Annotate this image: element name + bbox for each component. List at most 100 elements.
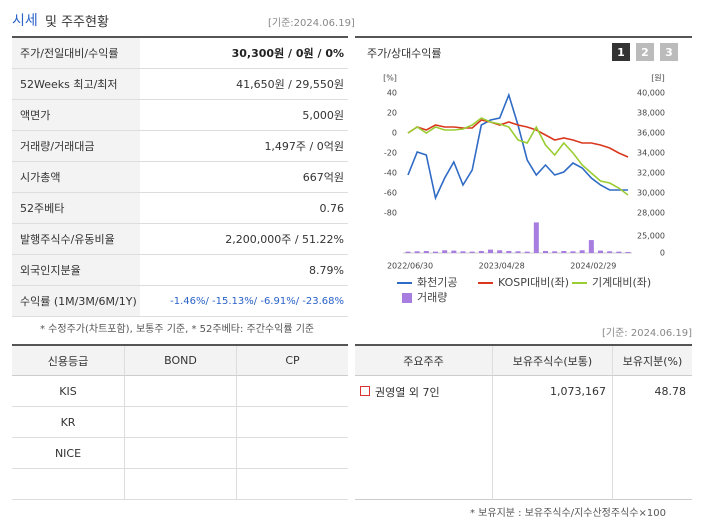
- volume-bar: [598, 250, 603, 253]
- x-tick-label: 2022/06/30: [387, 262, 433, 271]
- row-label: 발행주식수/유동비율: [12, 224, 140, 255]
- y-tick-label: -60: [384, 189, 397, 198]
- holder-cell: 1,073,167: [492, 376, 612, 407]
- y2-tick-label: 28,000: [637, 209, 665, 218]
- volume-bar: [497, 250, 503, 253]
- holder-cell: 권영열 외 7인: [375, 385, 440, 399]
- empty-cell: [124, 438, 236, 469]
- volume-bar: [552, 251, 558, 253]
- y-tick-label: 0: [392, 129, 397, 138]
- volume-bar: [607, 251, 613, 253]
- header-cell: 보유지분(%): [612, 346, 692, 376]
- legend-label: 화천기공: [417, 275, 457, 289]
- header-cell: 주요주주: [355, 346, 492, 376]
- col-divider: [492, 407, 493, 500]
- table-bottom: [355, 499, 692, 500]
- holder-cell: 48.78: [612, 376, 692, 407]
- note: * 수정주가(차트포함), 보통주 기준, * 52주베타: 주간수익률 기준: [40, 324, 315, 335]
- y-tick-label: -80: [384, 209, 397, 218]
- page-button[interactable]: 1: [612, 43, 630, 61]
- row-label: 외국인지분율: [12, 255, 140, 286]
- row-value: 30,300원 / 0원 / 0%: [140, 38, 348, 69]
- date2: [기준: 2024.06.19]: [602, 328, 693, 339]
- volume-bar: [570, 251, 576, 253]
- volume-bar: [588, 240, 594, 253]
- series-line: [407, 117, 629, 196]
- y3-tick-label: 0: [660, 249, 665, 258]
- volume-bar: [451, 250, 457, 253]
- y2-tick-label: 34,000: [637, 149, 665, 158]
- x-tick-label: 2024/02/29: [570, 262, 616, 271]
- volume-bar: [616, 251, 622, 253]
- y2-tick-label: 30,000: [637, 189, 665, 198]
- volume-bar: [414, 251, 420, 253]
- volume-bar: [579, 250, 585, 253]
- empty-cell: [236, 407, 348, 438]
- legend-label: 거래량: [417, 291, 447, 304]
- legend-swatch: [402, 293, 412, 303]
- volume-bar: [533, 222, 539, 253]
- volume-bar: [506, 250, 512, 253]
- volume-bar: [405, 251, 411, 253]
- row-label: 액면가: [12, 100, 140, 131]
- page-button[interactable]: 2: [636, 43, 654, 61]
- legend-label: 기계대비(좌): [592, 276, 651, 289]
- y2-unit: [원]: [651, 74, 665, 83]
- x-tick-label: 2023/04/28: [479, 262, 525, 271]
- volume-bar: [478, 250, 484, 253]
- series-line: [407, 92, 628, 201]
- volume-bar: [524, 251, 530, 253]
- volume-bar: [625, 251, 631, 253]
- expand-icon[interactable]: [360, 386, 370, 396]
- row-value: 8.79%: [140, 255, 348, 286]
- page-button[interactable]: 3: [660, 43, 678, 61]
- rule: [355, 36, 692, 38]
- volume-bar: [469, 251, 475, 253]
- row-label: 수익률 (1M/3M/6M/1Y): [12, 286, 140, 317]
- y2-tick-label: 36,000: [637, 129, 665, 138]
- y-unit: [%]: [383, 74, 397, 83]
- volume-bar: [433, 251, 438, 253]
- y3-tick-label: 25,000: [637, 232, 665, 241]
- col-divider: [612, 407, 613, 500]
- header-cell: BOND: [124, 346, 236, 376]
- volume-bar: [442, 250, 448, 253]
- empty-cell: [236, 376, 348, 407]
- agency-cell: NICE: [12, 438, 124, 469]
- volume-bar: [515, 251, 521, 253]
- header-cell: CP: [236, 346, 348, 376]
- row-label: 시가총액: [12, 162, 140, 193]
- header-cell: 보유주식수(보통): [492, 346, 612, 376]
- y2-tick-label: 40,000: [637, 89, 665, 98]
- volume-bar: [423, 250, 429, 253]
- empty-cell: [236, 438, 348, 469]
- volume-bar: [561, 250, 567, 253]
- footnote: * 보유지분 : 보유주식수/지수산정주식수×100: [470, 508, 666, 519]
- row-label: 52주베타: [12, 193, 140, 224]
- y-tick-label: 40: [387, 89, 397, 98]
- row-label: 거래량/거래대금: [12, 131, 140, 162]
- row-value: 5,000원: [140, 100, 348, 131]
- row-label: 52Weeks 최고/최저: [12, 69, 140, 100]
- agency-cell: [12, 469, 124, 500]
- y-tick-label: -40: [384, 169, 397, 178]
- row-label: 주가/전일대비/수익률: [12, 38, 140, 69]
- row-value: -1.46%/ -15.13%/ -6.91%/ -23.68%: [140, 286, 348, 317]
- rule: [12, 36, 348, 38]
- row-value: 0.76: [140, 193, 348, 224]
- header-cell: 신용등급: [12, 346, 124, 376]
- agency-cell: KR: [12, 407, 124, 438]
- row-value: 2,200,000주 / 51.22%: [140, 224, 348, 255]
- y-tick-label: 20: [387, 109, 397, 118]
- table-top: [12, 344, 348, 346]
- chart-title: 주가/상대수익률: [367, 47, 442, 60]
- date: [기준:2024.06.19]: [268, 18, 355, 29]
- empty-cell: [124, 407, 236, 438]
- row-value: 41,650원 / 29,550원: [140, 69, 348, 100]
- agency-cell: KIS: [12, 376, 124, 407]
- y-tick-label: -20: [384, 149, 397, 158]
- empty-cell: [124, 469, 236, 500]
- title-rest: 및 주주현황: [45, 15, 109, 30]
